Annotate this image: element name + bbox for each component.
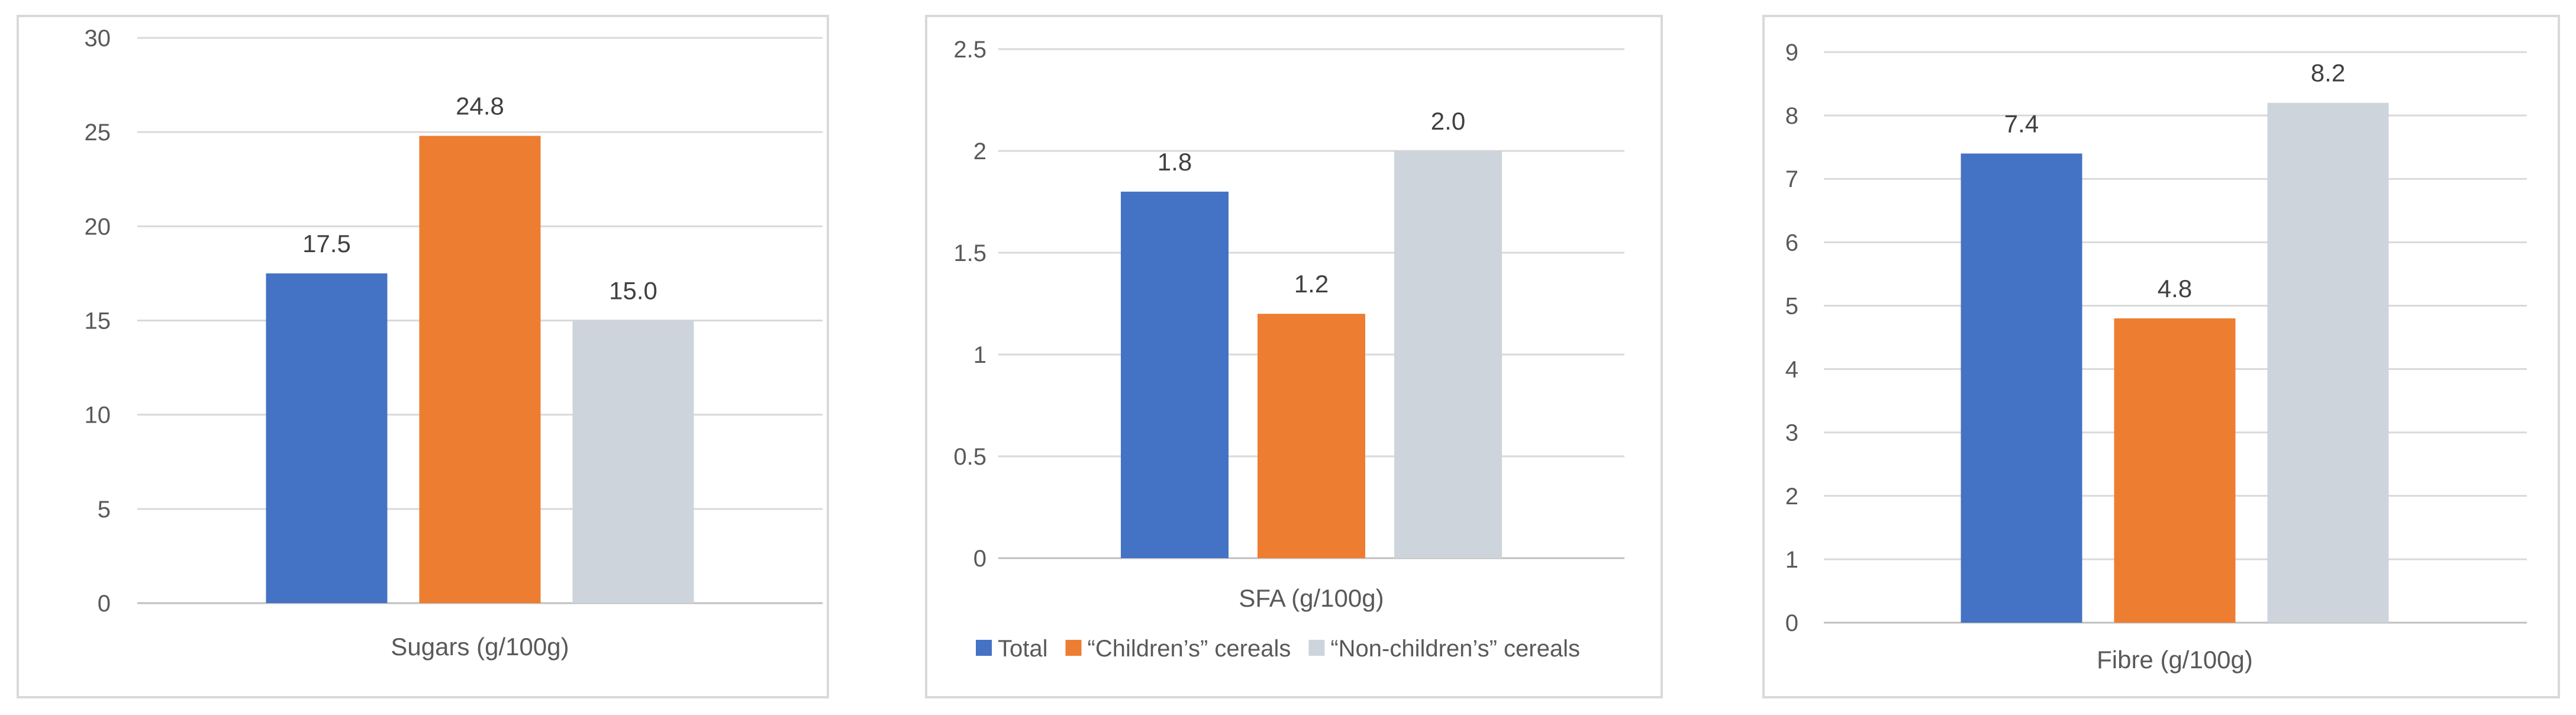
y-tick-label: 2.5 <box>953 37 986 63</box>
y-tick-label: 5 <box>1785 293 1798 319</box>
legend-swatch <box>1308 640 1325 656</box>
legend-swatch <box>976 640 992 656</box>
y-tick-label: 1 <box>1785 547 1798 573</box>
y-tick-label: 0 <box>973 546 986 572</box>
data-label: 1.8 <box>1158 148 1192 176</box>
data-label: 17.5 <box>302 230 351 257</box>
y-tick-label: 5 <box>98 497 111 523</box>
bar-non-children-s-cereals <box>1394 151 1502 558</box>
y-tick-label: 25 <box>85 120 111 146</box>
y-tick-label: 3 <box>1785 420 1798 446</box>
y-tick-label: 9 <box>1785 40 1798 66</box>
legend-label: “Non-children’s” cereals <box>1330 636 1580 662</box>
data-label: 8.2 <box>2311 59 2345 87</box>
chart-panel-sfa: 0 0.5 1 1.5 2 2.5 1.8 1.2 2.0 SFA (g/100g) Total “C… <box>925 15 1663 698</box>
data-label: 4.8 <box>2158 275 2192 302</box>
x-category-label: Fibre (g/100g) <box>2097 646 2253 674</box>
legend-label: Total <box>998 636 1048 662</box>
legend: Total “Children’s” cereals “Non-children’s… <box>976 636 1580 662</box>
x-category-label: SFA (g/100g) <box>1239 584 1384 612</box>
y-tick-label: 0 <box>98 591 111 617</box>
y-tick-label: 8 <box>1785 103 1798 129</box>
y-tick-label: 30 <box>85 25 111 51</box>
y-tick-label: 4 <box>1785 357 1798 383</box>
bar-total <box>1121 191 1229 558</box>
y-tick-label: 10 <box>85 402 111 429</box>
data-label: 2.0 <box>1431 107 1465 135</box>
fibre-chart: 0 1 2 3 4 5 6 7 8 9 7.4 4.8 8.2 Fibre (g/100g) <box>1785 40 2527 674</box>
bar-children-s-cereals <box>2114 318 2236 623</box>
y-tick-label: 1 <box>973 342 986 368</box>
y-tick-label: 20 <box>85 214 111 240</box>
data-label: 15.0 <box>609 277 657 305</box>
y-tick-label: 15 <box>85 308 111 334</box>
data-label: 1.2 <box>1294 270 1329 298</box>
bar-non-children-s-cereals <box>2267 102 2389 623</box>
legend-swatch <box>1065 640 1082 656</box>
y-tick-label: 2 <box>1785 484 1798 510</box>
chart-panel-fibre: 0 1 2 3 4 5 6 7 8 9 7.4 4.8 8.2 Fibre (g/100g) <box>1762 15 2560 698</box>
y-tick-label: 2 <box>973 139 986 165</box>
y-tick-label: 1.5 <box>953 240 986 266</box>
bar-children-s-cereals <box>1258 314 1365 558</box>
bar-total <box>1961 153 2082 623</box>
sugars-chart: 0 5 10 15 20 25 30 17.5 24.8 15.0 Sugars (g/100g) <box>85 25 823 661</box>
y-tick-label: 0 <box>1785 610 1798 636</box>
y-tick-label: 0.5 <box>953 444 986 470</box>
y-tick-label: 7 <box>1785 166 1798 192</box>
x-category-label: Sugars (g/100g) <box>391 633 569 661</box>
data-label: 24.8 <box>456 92 504 120</box>
bar-total <box>266 273 388 604</box>
bar-children-s-cereals <box>419 136 541 604</box>
chart-panel-sugars: 0 5 10 15 20 25 30 17.5 24.8 15.0 Sugars (g/100g) <box>17 15 829 698</box>
legend-label: “Children’s” cereals <box>1088 636 1291 662</box>
y-tick-label: 6 <box>1785 230 1798 256</box>
data-label: 7.4 <box>2004 109 2039 137</box>
bar-non-children-s-cereals <box>572 320 694 603</box>
sfa-chart: 0 0.5 1 1.5 2 2.5 1.8 1.2 2.0 SFA (g/100g) Total “C… <box>953 37 1624 662</box>
